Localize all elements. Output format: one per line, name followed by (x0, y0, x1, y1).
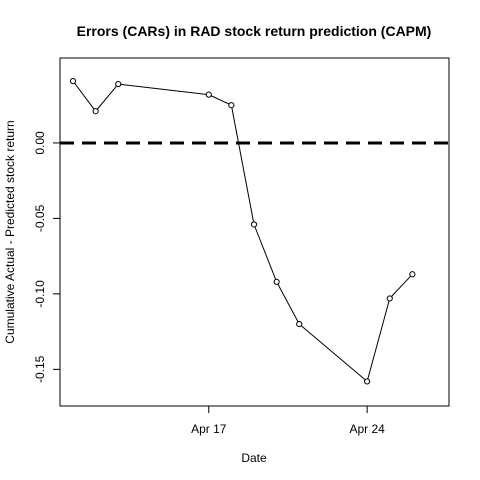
data-point (409, 271, 416, 278)
plot-frame (59, 57, 450, 407)
data-point (273, 278, 280, 285)
y-tick-label: -0.05 (33, 204, 47, 232)
chart-title: Errors (CARs) in RAD stock return predic… (77, 23, 432, 39)
series-line-segment (277, 283, 299, 323)
series-line-segment (391, 275, 411, 297)
series-line-segment (96, 85, 117, 110)
series-line-path (73, 81, 412, 381)
y-tick-label: 0.00 (33, 131, 47, 155)
series-line-segment (367, 300, 390, 380)
plot-area: 0.00 -0.05 -0.10 -0.15 Apr 17 Apr 24 (33, 77, 449, 436)
data-point (364, 378, 371, 385)
data-point (92, 108, 99, 115)
series-line-segment (120, 83, 207, 95)
series-line-segment (74, 82, 95, 110)
data-point (205, 91, 212, 98)
series-line-segment (254, 226, 277, 280)
y-tick-label: -0.10 (33, 280, 47, 308)
series-line-segment (300, 325, 366, 381)
y-axis-label: Cumulative Actual - Predicted stock retu… (3, 120, 17, 343)
data-point (386, 295, 393, 302)
data-point (69, 77, 77, 85)
data-point (228, 102, 235, 109)
x-axis-label: Date (241, 451, 267, 465)
series-line-segment (231, 107, 255, 222)
x-tick-label: Apr 17 (191, 422, 227, 436)
data-point (115, 80, 122, 88)
data-point (250, 221, 258, 228)
y-tick-label: -0.15 (33, 355, 47, 383)
x-tick-label: Apr 24 (349, 422, 385, 436)
series-line-segment (210, 95, 230, 105)
series-line-group (74, 82, 411, 381)
data-point (296, 320, 303, 328)
